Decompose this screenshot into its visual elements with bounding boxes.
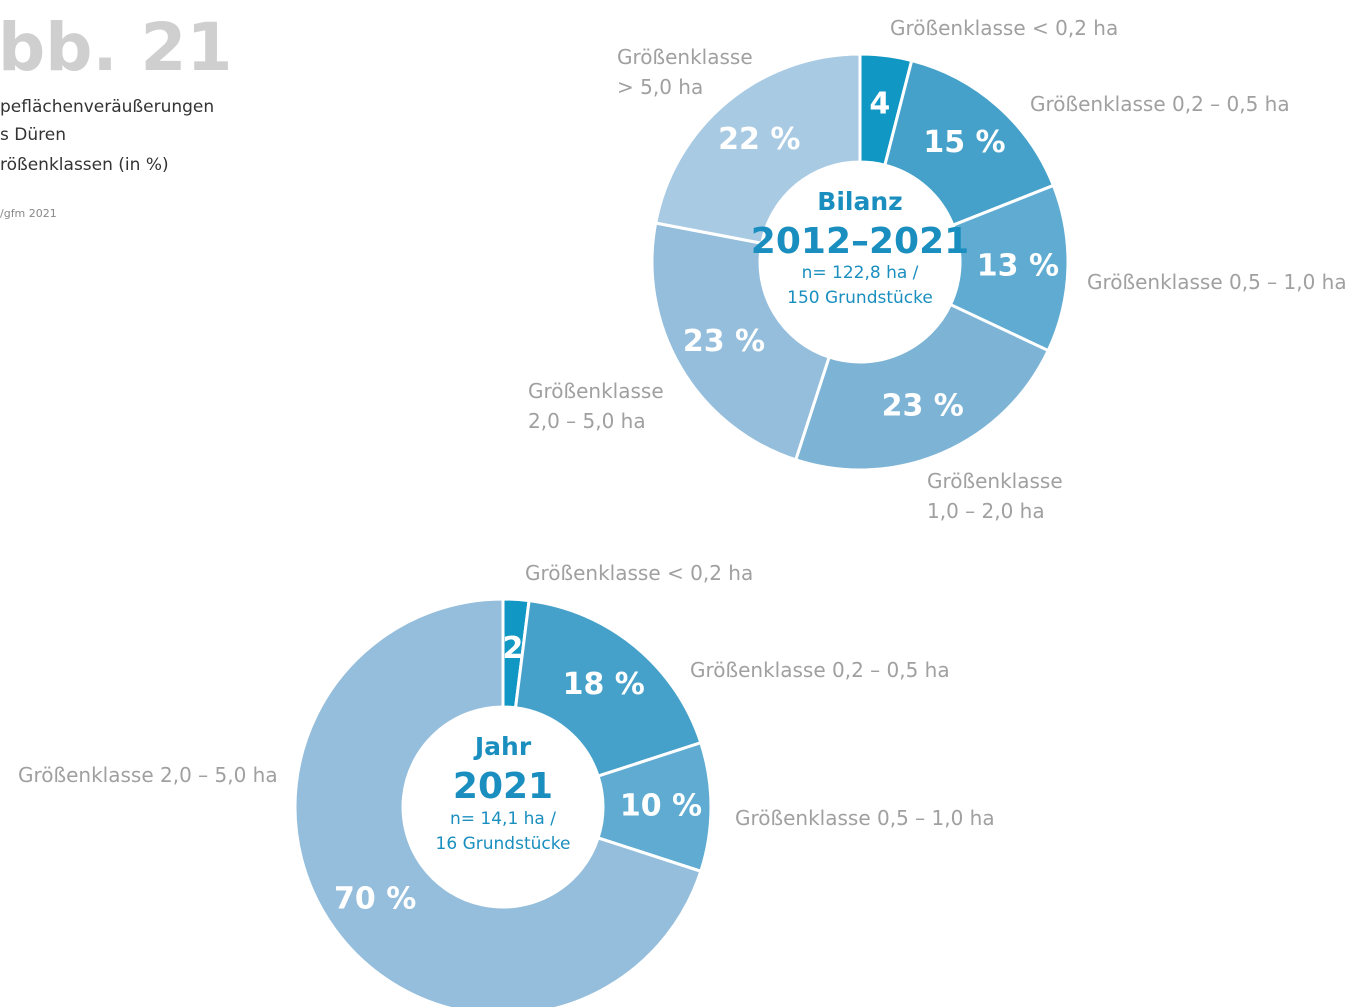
center-text: n= 14,1 ha / (450, 809, 556, 829)
donut-segment (883, 58, 1056, 228)
category-label: Größenklasse < 0,2 ha (890, 16, 1119, 40)
center-text: 2021 (453, 766, 553, 807)
category-label: Größenklasse < 0,2 ha (525, 561, 754, 585)
value-label: 22 % (718, 122, 800, 157)
value-label: 70 % (334, 881, 416, 916)
donut-segment (653, 52, 862, 246)
donut-segment (513, 598, 703, 778)
center-text: 16 Grundstücke (436, 834, 571, 854)
category-label: Größenklasse 1,0 – 2,0 ha (927, 469, 1063, 523)
category-label: Größenklasse > 5,0 ha (617, 45, 753, 99)
category-label: Größenklasse 2,0 – 5,0 ha (18, 763, 278, 787)
center-text: Bilanz (817, 187, 902, 216)
value-label: 23 % (683, 324, 765, 359)
value-label: 23 % (882, 389, 964, 424)
subtitle-line: peflächenveräußerungen (0, 97, 214, 117)
value-label: 10 % (620, 789, 702, 824)
value-label: 2 (502, 631, 523, 666)
value-label: 18 % (563, 667, 645, 702)
value-label: 4 (869, 87, 890, 122)
subtitle-line: rößenklassen (in %) (0, 155, 169, 175)
source: /gfm 2021 (0, 207, 57, 220)
category-label: Größenklasse 2,0 – 5,0 ha (528, 379, 664, 433)
category-label: Größenklasse 0,5 – 1,0 ha (735, 806, 995, 830)
category-label: Größenklasse 0,5 – 1,0 ha (1087, 270, 1347, 294)
donut-segment (793, 302, 1051, 472)
donut-segment (293, 597, 703, 1007)
figure-title: bb. 21 (0, 9, 232, 86)
center-text: Jahr (473, 732, 532, 761)
center-text: n= 122,8 ha / (802, 263, 919, 283)
center-text: 150 Grundstücke (787, 288, 933, 308)
category-label: Größenklasse 0,2 – 0,5 ha (690, 658, 950, 682)
value-label: 13 % (977, 248, 1059, 283)
subtitle-line: s Düren (0, 125, 66, 145)
category-label: Größenklasse 0,2 – 0,5 ha (1030, 92, 1290, 116)
donut-segment (650, 221, 831, 462)
donut-segment (948, 183, 1070, 353)
value-label: 15 % (923, 125, 1005, 160)
center-text: 2012–2021 (751, 221, 969, 262)
